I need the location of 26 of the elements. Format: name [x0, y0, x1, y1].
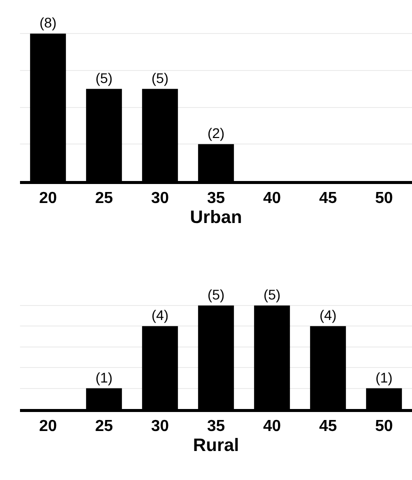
x-tick-label: 25	[95, 190, 113, 208]
x-tick-label: 35	[207, 190, 225, 208]
data-label: (4)	[319, 307, 337, 324]
data-label: (5)	[263, 286, 281, 302]
x-tick-label: 35	[207, 418, 225, 436]
data-label: (1)	[375, 369, 393, 386]
x-axis-title: Rural	[192, 435, 240, 456]
x-tick-label: 50	[375, 190, 393, 208]
x-tick-label: 45	[319, 190, 337, 208]
x-tick-label: 40	[263, 418, 281, 436]
x-tick-label: 30	[151, 418, 169, 436]
data-label: (5)	[95, 70, 113, 86]
data-label: (4)	[151, 307, 169, 324]
data-label: (2)	[207, 125, 225, 142]
x-tick-label: 40	[263, 190, 281, 208]
x-axis-title: Urban	[190, 207, 242, 228]
data-label: (5)	[151, 70, 169, 86]
x-tick-label: 45	[319, 418, 337, 436]
x-tick-label: 20	[39, 190, 57, 208]
data-label: (8)	[39, 14, 57, 31]
x-tick-label: 25	[95, 418, 113, 436]
x-tick-label: 20	[39, 418, 57, 436]
x-tick-label: 30	[151, 190, 169, 208]
data-label: (1)	[95, 369, 113, 386]
x-tick-label: 50	[375, 418, 393, 436]
data-label: (5)	[207, 286, 225, 302]
